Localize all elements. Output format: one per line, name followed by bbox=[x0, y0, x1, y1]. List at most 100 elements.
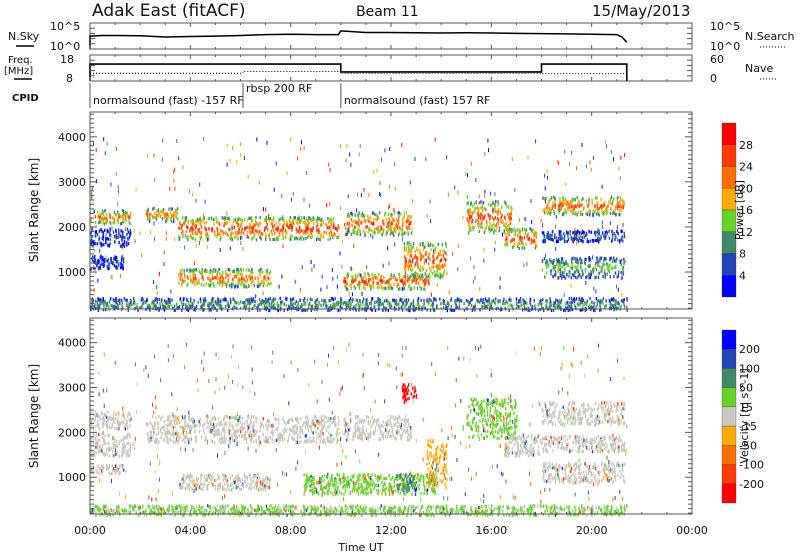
scatter-cell bbox=[242, 268, 245, 272]
scatter-cell bbox=[191, 219, 193, 223]
scatter-cell bbox=[402, 217, 404, 221]
scatter-cell bbox=[118, 411, 120, 415]
scatter-cell bbox=[329, 417, 331, 421]
scatter-cell bbox=[284, 235, 287, 239]
scatter-cell bbox=[329, 218, 331, 222]
scatter-cell bbox=[397, 224, 399, 228]
scatter-cell bbox=[290, 225, 292, 229]
scatter-cell bbox=[298, 220, 301, 224]
scatter-cell bbox=[485, 207, 487, 212]
scatter-cell bbox=[126, 298, 128, 302]
scatter-cell bbox=[180, 226, 182, 231]
scatter-cell bbox=[300, 230, 302, 234]
scatter-cell bbox=[286, 230, 288, 234]
scatter-cell bbox=[414, 249, 417, 253]
scatter-cell bbox=[516, 242, 519, 246]
scatter-cell bbox=[311, 298, 313, 302]
scatter-cell bbox=[575, 233, 578, 237]
scatter-cell bbox=[344, 223, 346, 227]
scatter-cell bbox=[257, 309, 259, 313]
scatter-cell bbox=[390, 227, 393, 231]
scatter-cell bbox=[305, 217, 308, 221]
scatter-cell bbox=[151, 215, 154, 219]
scatter-cell bbox=[565, 211, 568, 215]
scatter-cell bbox=[343, 301, 346, 305]
scatter-cell bbox=[402, 218, 404, 222]
scatter-cell bbox=[93, 427, 95, 431]
scatter-cell bbox=[126, 211, 128, 215]
scatter-cell bbox=[576, 196, 578, 200]
scatter-cell bbox=[563, 270, 566, 274]
scatter-cell bbox=[117, 298, 120, 302]
scatter-cell bbox=[251, 271, 254, 275]
scatter-cell bbox=[570, 235, 572, 239]
scatter-cell bbox=[381, 286, 383, 290]
scatter-cell bbox=[579, 203, 582, 207]
scatter-cell bbox=[155, 214, 158, 218]
scatter-cell bbox=[581, 239, 583, 243]
scatter-cell bbox=[550, 301, 553, 305]
scatter-cell bbox=[207, 276, 209, 280]
scatter-cell bbox=[364, 231, 366, 235]
scatter-cell bbox=[99, 433, 101, 437]
scatter-cell bbox=[203, 431, 205, 435]
scatter-cell bbox=[381, 233, 383, 237]
scatter-cell bbox=[424, 306, 426, 310]
scatter-cell bbox=[439, 272, 441, 276]
scatter-cell bbox=[242, 277, 244, 281]
scatter-cell bbox=[254, 223, 257, 227]
scatter-cell bbox=[433, 297, 435, 301]
scatter-cell bbox=[414, 274, 416, 279]
scatter-cell bbox=[190, 269, 193, 273]
scatter-cell bbox=[466, 202, 468, 206]
scatter-cell bbox=[224, 304, 227, 309]
scatter-cell bbox=[407, 276, 409, 280]
scatter-cell bbox=[619, 200, 621, 204]
scatter-cell bbox=[362, 229, 365, 233]
scatter-cell bbox=[250, 297, 252, 301]
scatter-cell bbox=[594, 238, 597, 243]
scatter-cell bbox=[97, 261, 99, 265]
scatter-cell bbox=[401, 279, 403, 283]
scatter-cell bbox=[600, 308, 602, 312]
scatter-cell bbox=[497, 218, 500, 222]
scatter-cell bbox=[120, 222, 123, 226]
scatter-cell bbox=[619, 205, 621, 209]
scatter-cell bbox=[237, 231, 239, 235]
scatter-cell bbox=[333, 221, 335, 225]
scatter-cell bbox=[264, 304, 266, 309]
scatter-cell bbox=[567, 238, 570, 242]
scatter-cell bbox=[309, 228, 312, 232]
scatter-cell bbox=[107, 441, 109, 445]
scatter-cell bbox=[406, 210, 407, 215]
scatter-cell bbox=[554, 305, 556, 309]
scatter-cell bbox=[510, 304, 512, 308]
scatter-cell bbox=[276, 302, 278, 306]
scatter-cell bbox=[304, 302, 306, 307]
scatter-cell bbox=[533, 299, 535, 303]
scatter-cell bbox=[351, 275, 353, 279]
scatter-cell bbox=[597, 275, 600, 279]
scatter-cell bbox=[217, 219, 219, 223]
scatter-cell bbox=[122, 213, 124, 217]
scatter-cell bbox=[195, 222, 197, 226]
scatter-cell bbox=[417, 281, 420, 285]
scatter-cell bbox=[180, 300, 183, 304]
scatter-cell bbox=[577, 239, 580, 244]
scatter-cell bbox=[163, 250, 165, 255]
scatter-cell bbox=[608, 299, 610, 303]
scatter-cell bbox=[495, 297, 497, 301]
scatter-cell bbox=[410, 221, 412, 225]
scatter-cell bbox=[192, 421, 194, 425]
scatter-cell bbox=[553, 303, 555, 307]
scatter-cell bbox=[566, 239, 568, 243]
scatter-cell bbox=[373, 170, 375, 175]
scatter-cell bbox=[230, 231, 232, 235]
scatter-cell bbox=[294, 306, 296, 310]
scatter-cell bbox=[402, 275, 405, 279]
scatter-cell bbox=[307, 306, 310, 310]
scatter-cell bbox=[337, 235, 340, 239]
scatter-cell bbox=[234, 218, 237, 222]
scatter-cell bbox=[163, 216, 166, 220]
scatter-cell bbox=[407, 244, 409, 248]
